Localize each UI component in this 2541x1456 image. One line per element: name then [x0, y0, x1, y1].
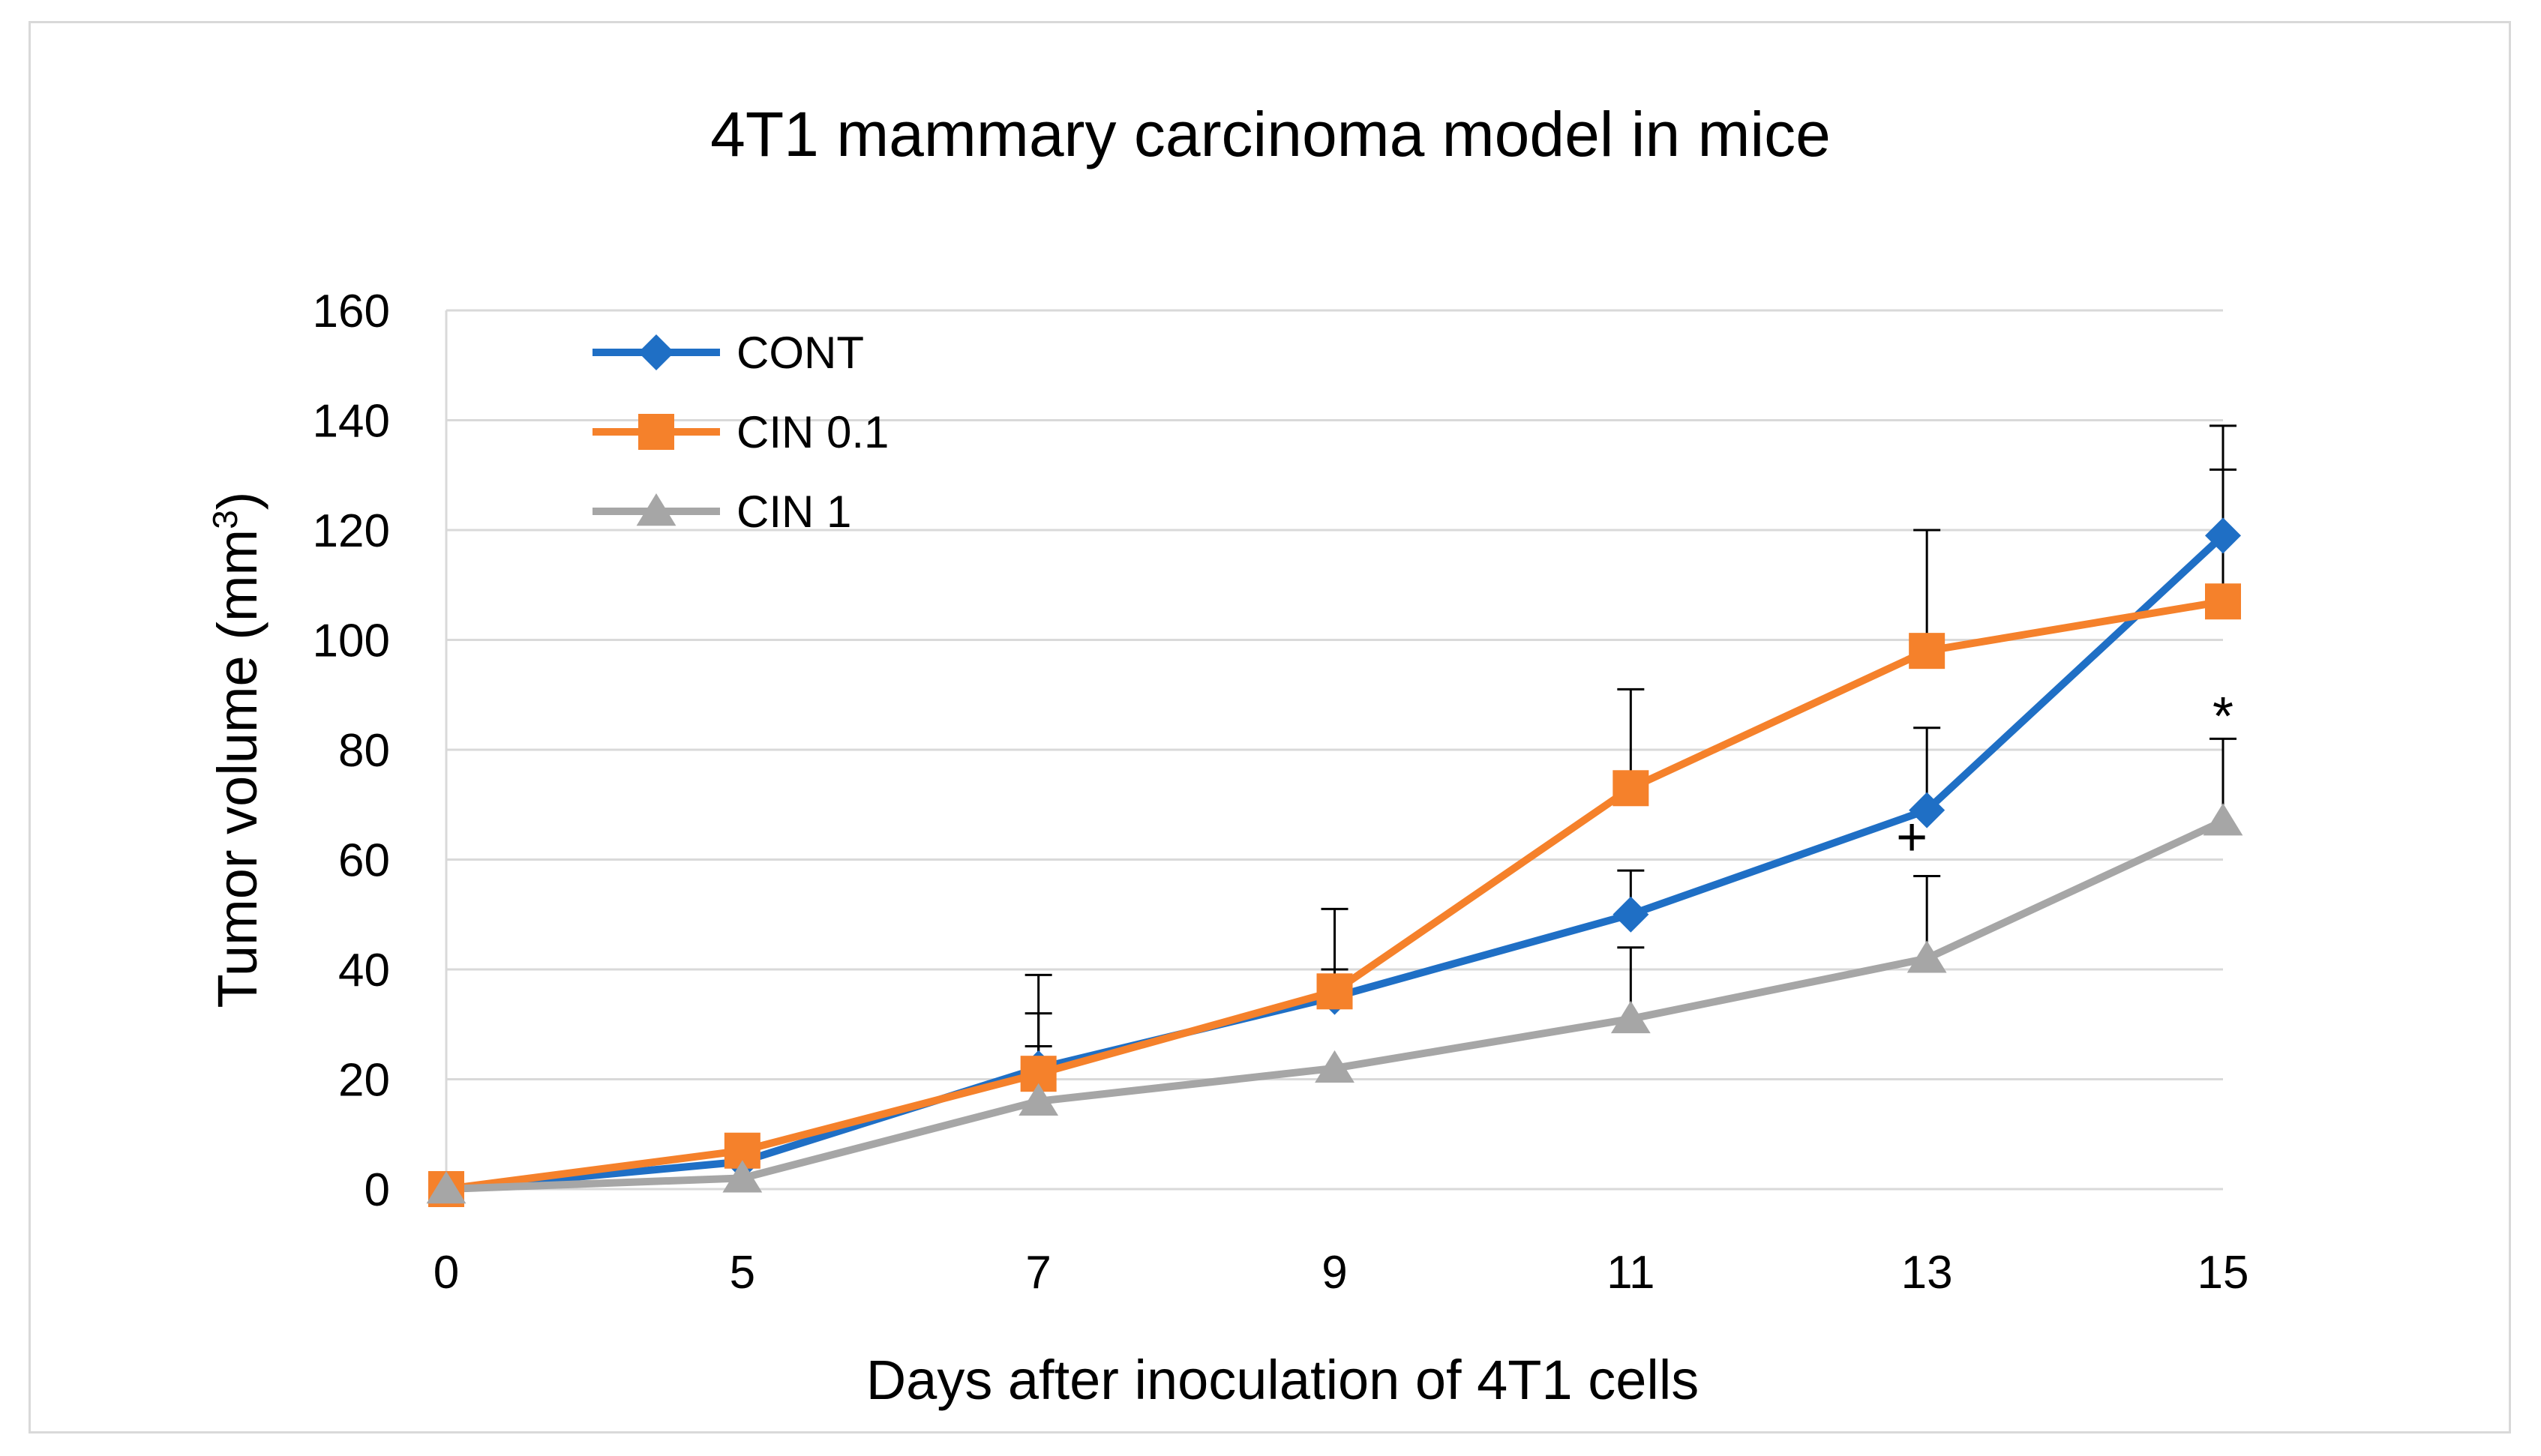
significance-annotations: +* [1896, 687, 2234, 867]
data-point [1610, 1000, 1651, 1034]
error-bars [1024, 424, 2236, 1101]
x-tick-label: 13 [1901, 1247, 1953, 1299]
y-tick-label: 60 [338, 835, 390, 887]
series-lines [446, 532, 2226, 1193]
y-axis-title-close: ) [206, 492, 268, 511]
y-axis-title-superscript: 3 [206, 510, 244, 529]
x-tick-label: 9 [1322, 1247, 1347, 1299]
y-tick-label: 40 [338, 945, 390, 996]
chart-title: 4T1 mammary carcinoma model in mice [710, 99, 1831, 169]
legend-marker [638, 414, 674, 450]
data-point [1906, 940, 1947, 973]
legend-marker [636, 493, 676, 526]
x-tick-label: 15 [2198, 1247, 2249, 1299]
series-markers [426, 517, 2243, 1207]
data-point [1018, 1083, 1059, 1116]
y-tick-label: 20 [338, 1055, 390, 1107]
legend: CONT CIN 0.1 CIN 1 [592, 328, 889, 537]
series-line [446, 532, 2226, 1193]
data-point [426, 1171, 466, 1204]
y-tick-label: 100 [313, 616, 390, 667]
y-tick-label: 80 [338, 725, 390, 777]
legend-marker [638, 334, 674, 370]
significance-marker: + [1896, 807, 1928, 867]
data-point [1612, 770, 1649, 807]
y-tick-label: 0 [364, 1164, 390, 1216]
x-tick-labels: 0 5 7 9 11 13 15 [434, 1247, 2249, 1299]
y-tick-label: 120 [313, 505, 390, 557]
data-point [1909, 633, 1946, 670]
data-point [1909, 792, 1946, 828]
x-tick-label: 11 [1606, 1247, 1654, 1299]
data-point [2203, 803, 2243, 836]
data-point [1612, 896, 1649, 933]
x-tick-label: 5 [730, 1247, 755, 1299]
legend-label: CIN 1 [736, 487, 851, 537]
data-point [2205, 517, 2241, 554]
y-axis-title-main: Tumor volume (mm [206, 529, 268, 1008]
y-tick-label: 160 [313, 286, 390, 337]
x-tick-label: 7 [1025, 1247, 1051, 1299]
series-line [446, 598, 2224, 1193]
y-axis-title: Tumor volume (mm3) [206, 492, 268, 1008]
data-point [2205, 583, 2241, 620]
x-axis-title: Days after inoculation of 4T1 cells [866, 1349, 1700, 1411]
y-tick-labels: 0 20 40 60 80 100 120 140 160 [313, 286, 390, 1216]
legend-label: CIN 0.1 [736, 407, 889, 457]
data-point [1316, 973, 1353, 1010]
significance-marker: * [2212, 687, 2234, 747]
data-point [1315, 1050, 1354, 1083]
x-tick-label: 0 [434, 1247, 459, 1299]
legend-label: CONT [736, 328, 864, 378]
data-point [722, 1160, 763, 1193]
y-tick-label: 140 [313, 396, 390, 448]
